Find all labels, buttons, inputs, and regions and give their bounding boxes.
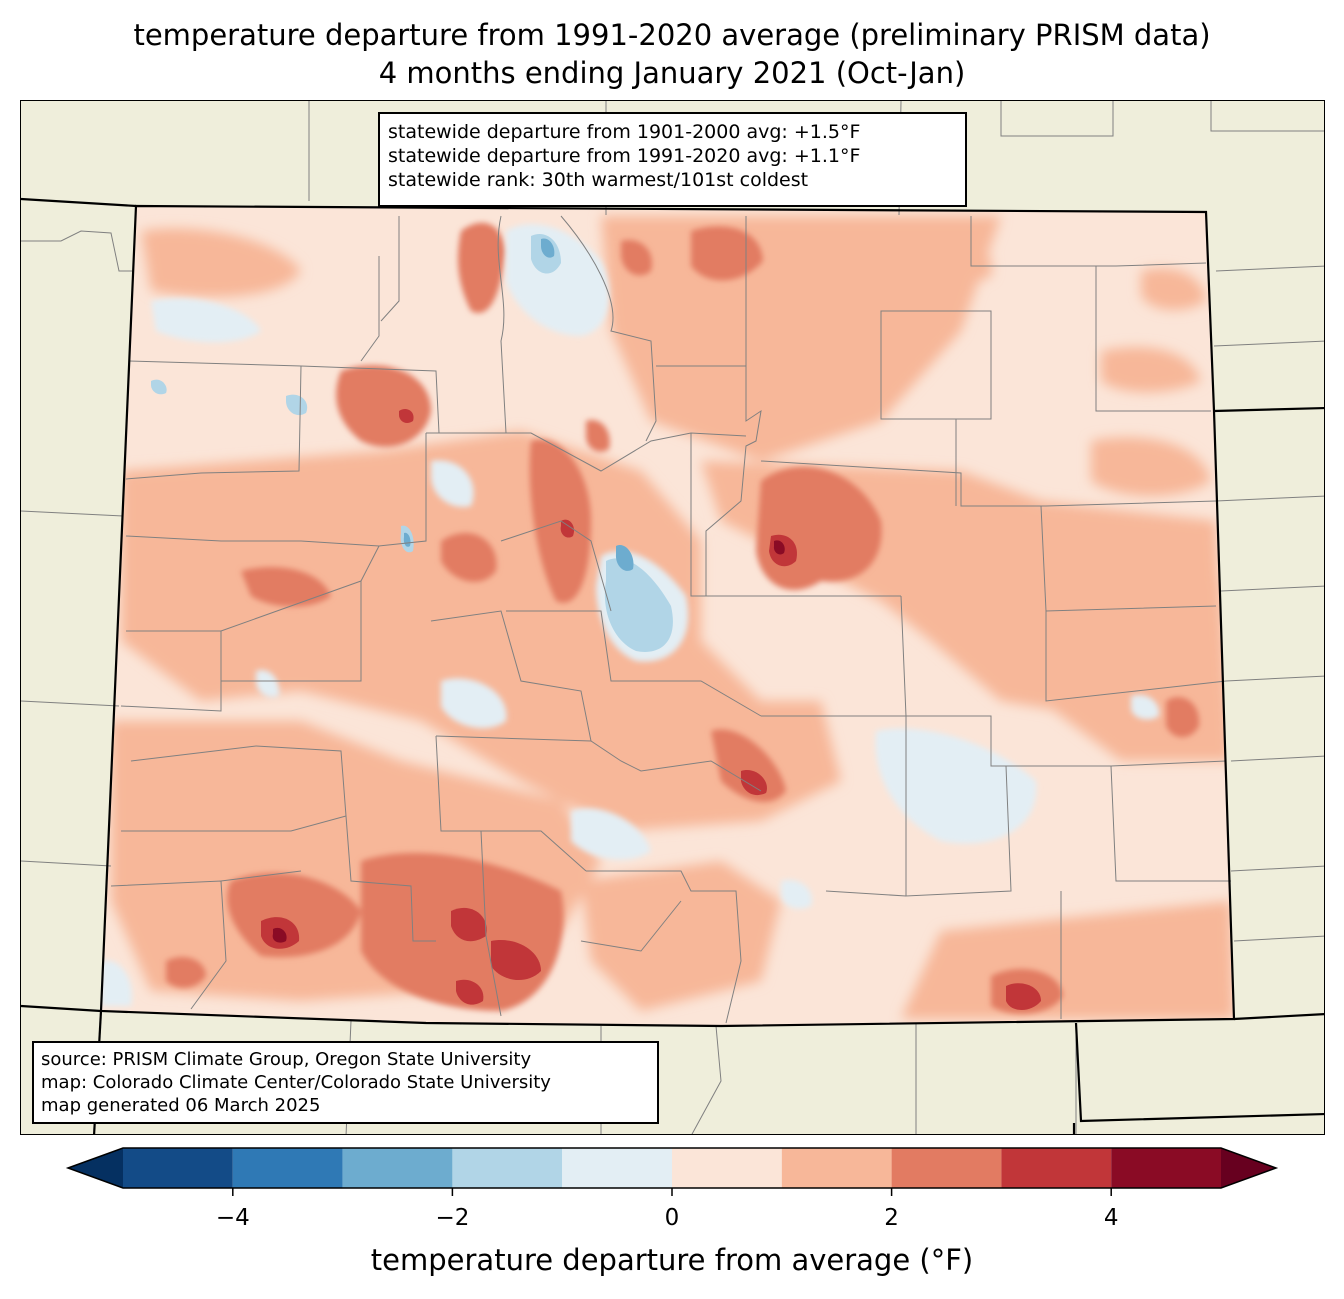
source-line-3: map generated 06 March 2025 bbox=[41, 1095, 321, 1116]
colorbar-outline bbox=[65, 1147, 1279, 1189]
colorbar-tick-label: 2 bbox=[884, 1205, 899, 1231]
colorbar-segment bbox=[232, 1148, 343, 1188]
map-title-line-1: temperature departure from 1991-2020 ave… bbox=[133, 18, 1211, 52]
state-boundaries bbox=[21, 197, 1324, 1134]
colorbar-label: temperature departure from average (°F) bbox=[370, 1243, 974, 1277]
colorbar-segment bbox=[1111, 1148, 1221, 1188]
statewide-stats-box: statewide departure from 1901-2000 avg: … bbox=[378, 112, 967, 207]
colorbar-under-arrow bbox=[68, 1148, 123, 1188]
colorbar-segment bbox=[891, 1148, 1002, 1188]
colorbar-over-arrow bbox=[1221, 1148, 1276, 1188]
source-box: source: PRISM Climate Group, Oregon Stat… bbox=[32, 1041, 659, 1124]
map-title-line-2: 4 months ending January 2021 (Oct-Jan) bbox=[378, 56, 966, 90]
colorbar-segment bbox=[123, 1148, 233, 1188]
colorbar-segment bbox=[562, 1148, 672, 1188]
stats-line-3: statewide rank: 30th warmest/101st colde… bbox=[388, 169, 809, 191]
colorbar-segment bbox=[781, 1148, 892, 1188]
colorbar-tick-label: −2 bbox=[435, 1205, 470, 1231]
map-panel bbox=[20, 100, 1325, 1135]
colorbar bbox=[65, 1147, 1279, 1196]
source-line-2: map: Colorado Climate Center/Colorado St… bbox=[41, 1072, 551, 1093]
colorbar-segment bbox=[452, 1148, 563, 1188]
stats-line-1: statewide departure from 1901-2000 avg: … bbox=[388, 121, 861, 143]
temperature-anomaly-fill bbox=[101, 206, 1234, 1026]
source-line-1: source: PRISM Climate Group, Oregon Stat… bbox=[41, 1049, 532, 1070]
colorbar-tick-label: −4 bbox=[215, 1205, 250, 1231]
colorbar-tick-label: 4 bbox=[1103, 1205, 1119, 1231]
colorado-temperature-map bbox=[21, 101, 1324, 1134]
stats-line-2: statewide departure from 1991-2020 avg: … bbox=[388, 145, 861, 167]
colorbar-tick-label: 0 bbox=[664, 1205, 680, 1231]
colorbar-segment bbox=[672, 1148, 782, 1188]
colorbar-segment bbox=[1001, 1148, 1112, 1188]
colorbar-segment bbox=[342, 1148, 453, 1188]
